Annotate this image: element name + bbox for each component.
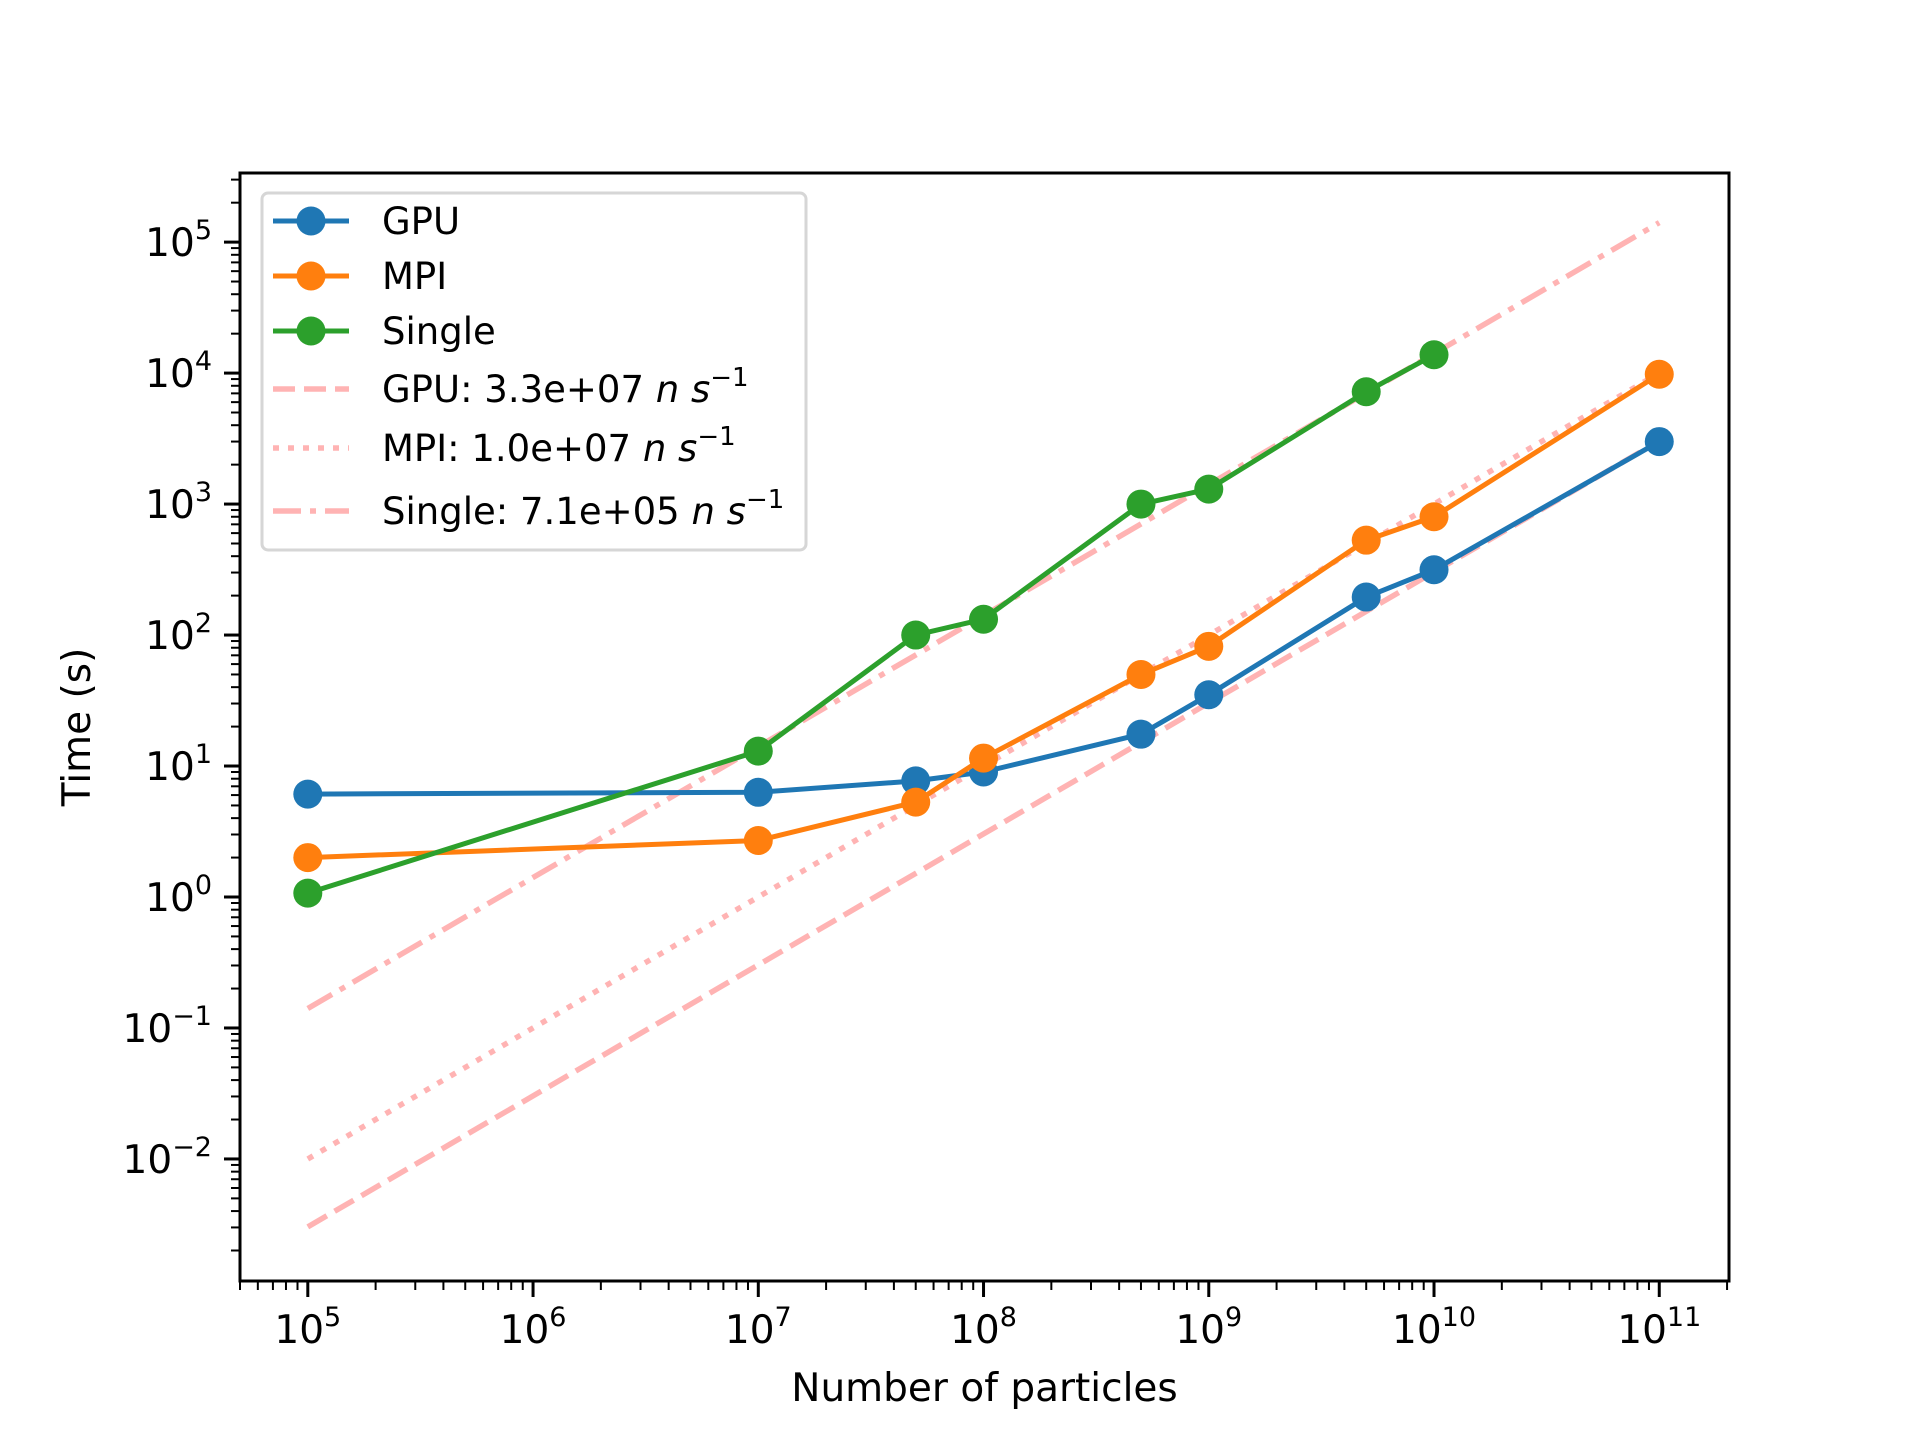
legend: GPU MPI Single GPU: 3.3e+07 n s−1 MPI: 1.0e+… (260, 191, 808, 552)
legend-fit-label: MPI: 1.0e+07 n s−1 (382, 422, 736, 470)
x-tick-label: 1010 (1392, 1302, 1476, 1353)
data-point-single (1351, 377, 1381, 407)
data-point-mpi (1644, 359, 1674, 389)
legend-fit-label: GPU: 3.3e+07 n s−1 (382, 363, 749, 411)
data-point-gpu (901, 766, 931, 796)
data-point-gpu (1126, 719, 1156, 749)
data-point-single (1126, 489, 1156, 519)
data-point-single (901, 620, 931, 650)
x-tick-label: 105 (274, 1302, 341, 1353)
y-tick-label: 101 (145, 739, 212, 790)
data-point-mpi (1194, 631, 1224, 661)
legend-marker-swatch (296, 316, 326, 346)
x-tick-label: 1011 (1617, 1302, 1701, 1353)
series-single (293, 340, 1449, 908)
x-tick-label: 107 (725, 1302, 792, 1353)
data-point-mpi (1419, 502, 1449, 532)
legend-item-fit-mpi: MPI: 1.0e+07 n s−1 (273, 422, 736, 470)
legend-fit-label: Single: 7.1e+05 n s−1 (382, 485, 784, 533)
y-tick-label: 104 (145, 346, 212, 397)
x-tick-label: 108 (950, 1302, 1017, 1353)
y-tick-label: 10−1 (123, 1001, 212, 1052)
data-point-single (293, 878, 323, 908)
y-tick-label: 102 (145, 608, 212, 659)
data-point-gpu (1194, 680, 1224, 710)
data-point-single (1419, 340, 1449, 370)
series-line-single (307, 352, 1436, 896)
data-point-mpi (1351, 525, 1381, 555)
data-point-single (743, 736, 773, 766)
data-point-mpi (743, 825, 773, 855)
data-point-gpu (1644, 427, 1674, 457)
y-tick-label: 105 (145, 215, 212, 266)
data-point-single (969, 604, 999, 634)
legend-marker-swatch (296, 261, 326, 291)
legend-label: GPU (382, 200, 460, 243)
axes-frame (238, 171, 1731, 1283)
legend-item-mpi: MPI (273, 255, 447, 298)
legend-item-single: Single (273, 310, 496, 353)
data-point-mpi (901, 787, 931, 817)
data-point-gpu (1351, 582, 1381, 612)
legend-item-gpu: GPU (273, 200, 460, 243)
y-tick-label: 103 (145, 477, 212, 528)
y-tick-label: 100 (145, 870, 212, 921)
data-series (293, 340, 1674, 908)
legend-box (260, 191, 808, 552)
data-point-mpi (969, 743, 999, 773)
data-point-single (1194, 474, 1224, 504)
y-tick-label: 10−2 (123, 1132, 212, 1183)
series-mpi (293, 359, 1674, 873)
x-tick-label: 106 (500, 1302, 567, 1353)
data-point-gpu (1419, 555, 1449, 585)
legend-label: MPI (382, 255, 447, 298)
legend-item-fit-single: Single: 7.1e+05 n s−1 (273, 485, 784, 533)
data-point-mpi (293, 843, 323, 873)
data-point-gpu (743, 777, 773, 807)
legend-marker-swatch (296, 206, 326, 236)
legend-item-fit-gpu: GPU: 3.3e+07 n s−1 (273, 363, 749, 411)
x-axis-label: Number of particles (791, 1366, 1177, 1411)
data-point-mpi (1126, 659, 1156, 689)
x-tick-label: 109 (1175, 1302, 1242, 1353)
data-point-gpu (293, 779, 323, 809)
legend-label: Single (382, 310, 496, 353)
y-axis-label: Time (s) (55, 648, 100, 808)
